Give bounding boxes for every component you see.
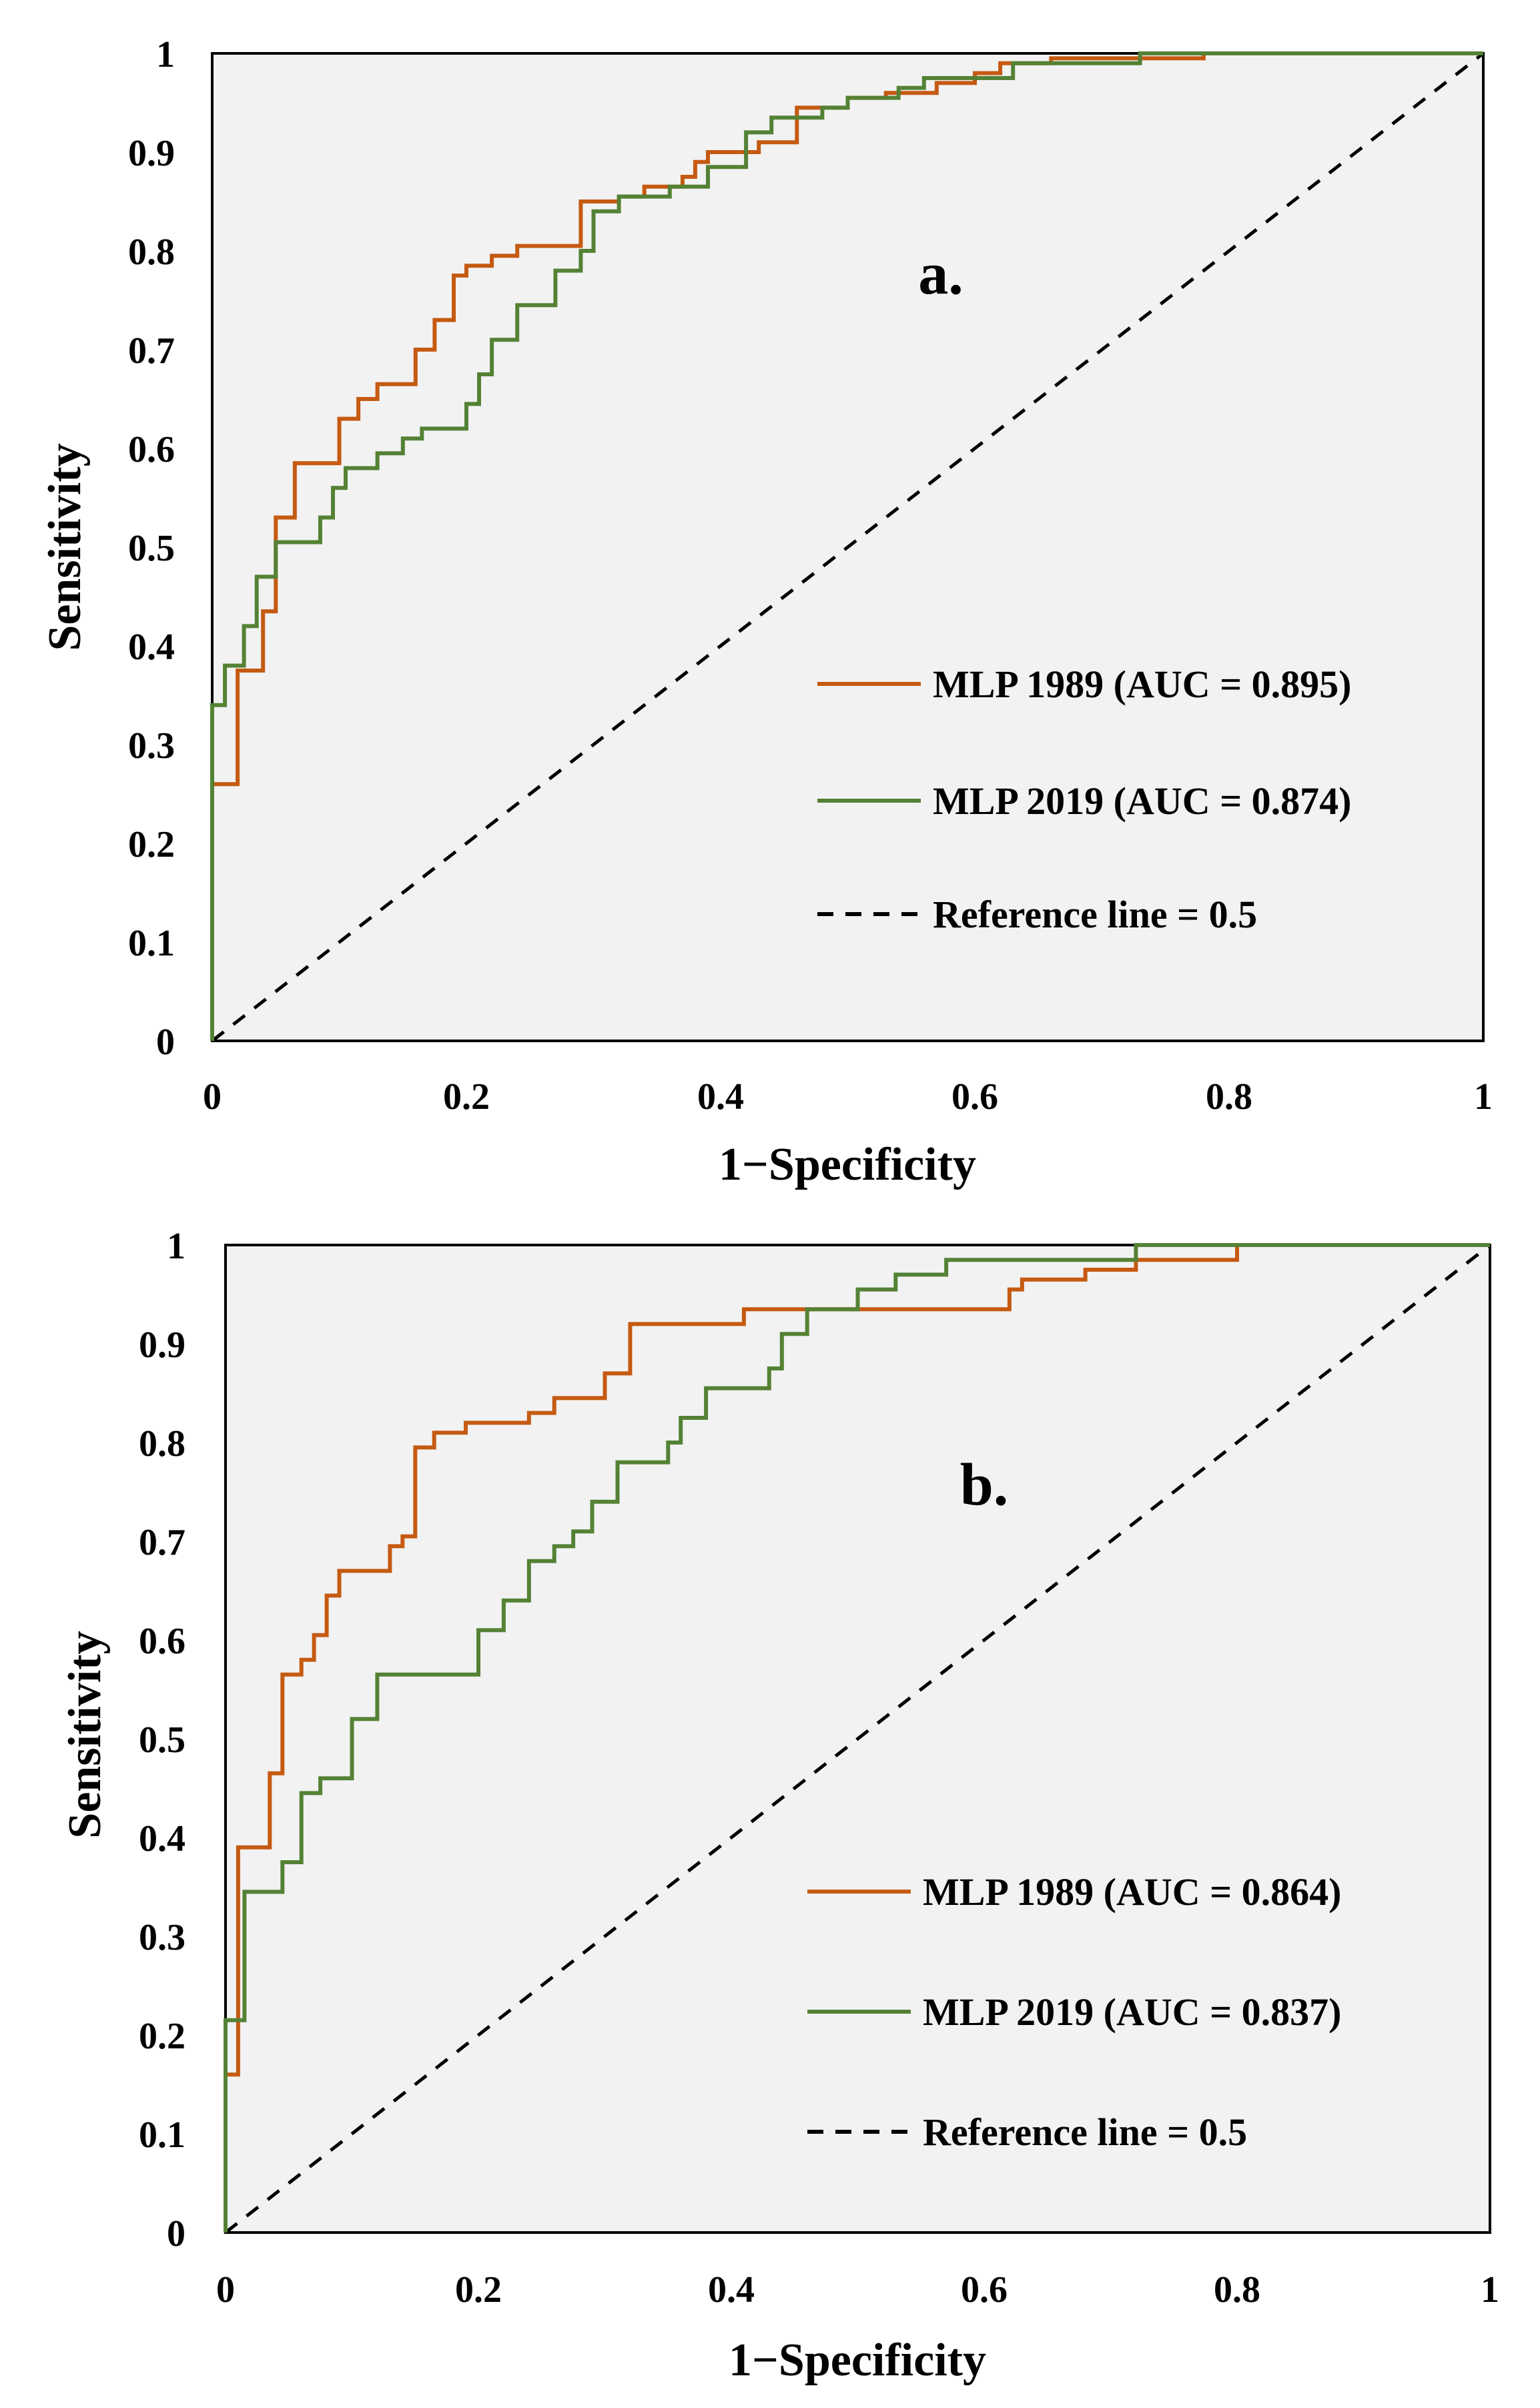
x-tick-a-4: 0.8 [1206,1076,1252,1118]
y-tick-a-2: 0.2 [128,824,175,865]
y-tick-b-5: 0.5 [139,1719,185,1761]
y-tick-b-4: 0.4 [139,1818,185,1860]
roc-panel-b: 0 0.2 0.4 0.6 0.8 1 0 0.1 0.2 0.3 0.4 0.… [59,1226,1499,2386]
x-tick-b-0: 0 [216,2269,235,2311]
legend-label-a-mlp1989: MLP 1989 (AUC = 0.895) [933,663,1352,706]
y-tick-a-6: 0.6 [128,429,175,470]
x-ticks-a: 0 0.2 0.4 0.6 0.8 1 [203,1076,1493,1118]
y-tick-a-3: 0.3 [128,725,175,767]
legend-label-b-mlp1989: MLP 1989 (AUC = 0.864) [923,1870,1342,1914]
x-axis-label-b: 1−Specificity [729,2335,986,2386]
legend-a: MLP 1989 (AUC = 0.895) MLP 2019 (AUC = 0… [817,663,1352,936]
y-tick-b-9: 0.9 [139,1324,185,1366]
y-tick-b-7: 0.7 [139,1522,185,1563]
y-tick-b-10: 1 [167,1226,185,1267]
series-line-b-mlp1989 [224,1243,1490,2233]
y-tick-b-2: 0.2 [139,2016,185,2057]
y-tick-a-4: 0.4 [128,627,175,668]
x-tick-b-5: 1 [1481,2269,1499,2311]
y-tick-a-0: 0 [156,1022,175,1063]
roc-panel-a: 0 0.2 0.4 0.6 0.8 1 0 0.1 0.2 0.3 0.4 0.… [39,34,1493,1190]
y-axis-label-a: Sensitivity [39,443,91,651]
series-line-b-mlp2019 [224,1243,1490,2233]
series-line-a-mlp1989 [210,51,1483,1041]
legend-label-a-reference: Reference line = 0.5 [933,893,1257,936]
x-tick-b-3: 0.6 [961,2269,1008,2311]
x-tick-a-5: 1 [1474,1076,1493,1118]
x-tick-a-0: 0 [203,1076,222,1118]
legend-label-a-mlp2019: MLP 2019 (AUC = 0.874) [933,779,1352,823]
legend-b: MLP 1989 (AUC = 0.864) MLP 2019 (AUC = 0… [807,1870,1342,2154]
series-line-b-reference [224,1244,1491,2234]
y-tick-b-3: 0.3 [139,1917,185,1958]
x-tick-a-3: 0.6 [951,1076,998,1118]
x-tick-a-1: 0.2 [443,1076,490,1118]
x-tick-a-2: 0.4 [697,1076,744,1118]
y-tick-a-7: 0.7 [128,330,175,372]
x-tick-b-2: 0.4 [708,2269,755,2311]
legend-label-b-reference: Reference line = 0.5 [923,2110,1247,2154]
x-ticks-b: 0 0.2 0.4 0.6 0.8 1 [216,2269,1499,2311]
y-tick-b-0: 0 [167,2213,185,2255]
y-tick-b-8: 0.8 [139,1423,185,1465]
y-tick-b-6: 0.6 [139,1621,185,1662]
series-line-a-mlp2019 [210,51,1483,1041]
x-tick-b-1: 0.2 [455,2269,502,2311]
panel-label-a: a. [918,241,964,307]
y-tick-a-10: 1 [156,34,175,75]
y-ticks-b: 0 0.1 0.2 0.3 0.4 0.5 0.6 0.7 0.8 0.9 1 [139,1226,185,2255]
x-axis-label-a: 1−Specificity [719,1139,976,1190]
panel-label-b: b. [960,1452,1009,1518]
series-group-b [224,1243,1491,2234]
series-line-a-reference [211,52,1485,1042]
x-tick-b-4: 0.8 [1214,2269,1260,2311]
series-group-a [210,51,1485,1042]
y-axis-label-b: Sensitivity [59,1631,111,1838]
y-tick-a-5: 0.5 [128,528,175,569]
y-tick-a-1: 0.1 [128,923,175,964]
legend-label-b-mlp2019: MLP 2019 (AUC = 0.837) [923,1990,1342,2034]
y-tick-a-8: 0.8 [128,232,175,273]
y-tick-a-9: 0.9 [128,133,175,174]
y-ticks-a: 0 0.1 0.2 0.3 0.4 0.5 0.6 0.7 0.8 0.9 1 [128,34,175,1063]
y-tick-b-1: 0.1 [139,2114,185,2156]
